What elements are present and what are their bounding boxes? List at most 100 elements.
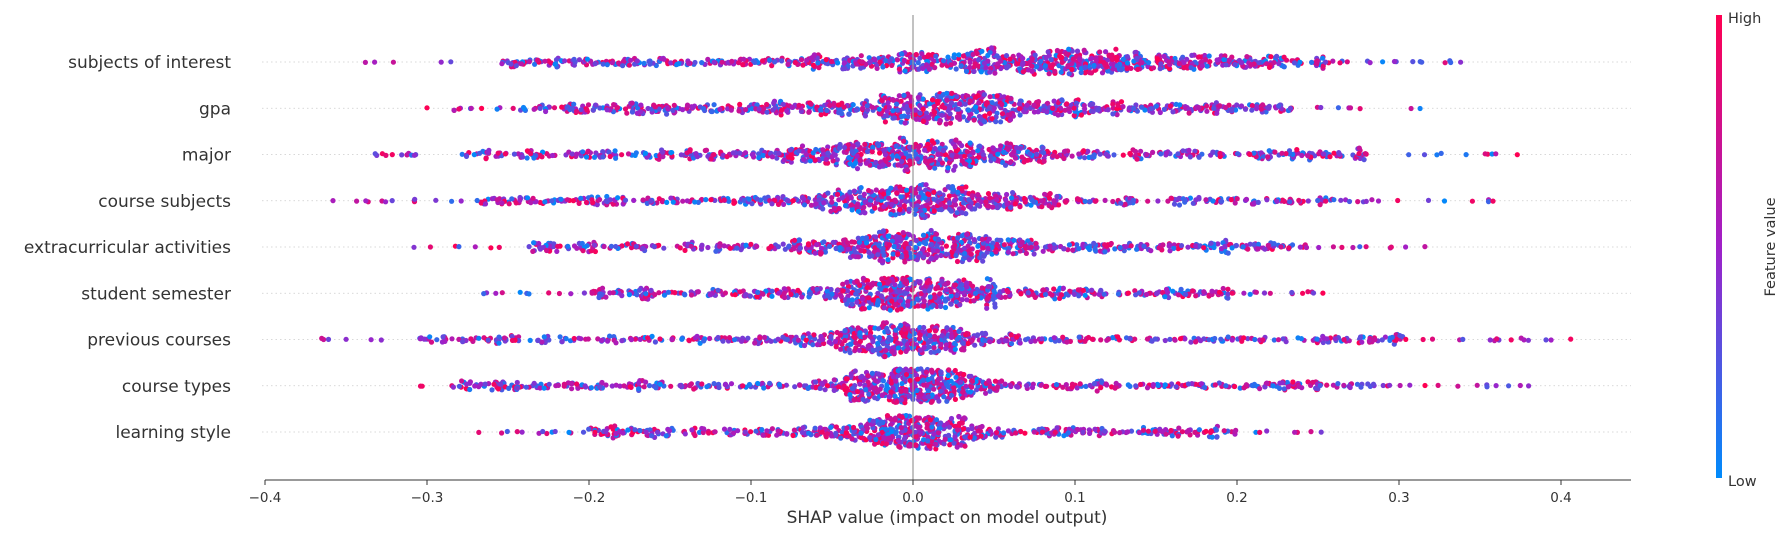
shap-point [513,63,519,69]
shap-point [867,59,874,65]
shap-point [990,240,996,246]
shap-point [1110,111,1116,117]
shap-point [807,158,814,164]
shap-point [608,243,615,249]
shap-point [846,111,852,117]
shap-point [634,110,640,116]
shap-point [1232,200,1238,206]
shap-point [499,61,505,67]
shap-point [933,254,939,261]
shap-point [1128,65,1134,71]
shap-point [1126,105,1133,111]
shap-point [1003,53,1010,59]
shap-point [760,58,766,64]
shap-point [1074,196,1081,202]
shap-point [942,304,949,311]
shap-point [889,298,895,304]
shap-point [832,152,838,158]
shap-point [953,252,959,259]
shap-point [948,301,954,307]
shap-point [810,150,816,156]
shap-point [1056,202,1062,208]
shap-point [1299,152,1305,159]
shap-point [1228,197,1234,203]
shap-point [835,102,842,108]
shap-point [808,55,815,61]
shap-point [882,95,888,101]
shap-point [934,248,941,254]
shap-point [1041,107,1047,114]
shap-point [866,249,872,255]
shap-point [1249,103,1255,109]
shap-point [788,291,794,297]
shap-point [926,101,932,107]
shap-point [746,196,752,202]
shap-point [1215,241,1221,247]
shap-point [933,53,939,59]
shap-point [1076,293,1082,299]
shap-point [1187,195,1193,201]
shap-point [761,106,767,112]
shap-point [854,166,861,172]
shap-point [985,203,992,209]
shap-point [905,245,911,251]
shap-point [585,148,591,154]
shap-point [1356,145,1362,151]
shap-point [1007,56,1013,62]
shap-point [1434,152,1440,158]
shap-point [1038,58,1044,64]
shap-point [1287,105,1294,111]
shap-point [583,154,590,160]
shap-point [749,152,756,158]
shap-point [1330,244,1336,250]
shap-point [1092,198,1098,204]
shap-point [814,286,820,292]
shap-point [901,92,907,98]
shap-point [1357,244,1363,250]
shap-point [938,303,944,309]
shap-point [980,152,987,158]
shap-point [916,194,922,200]
shap-point [892,212,899,218]
shap-point [717,243,723,249]
shap-point [990,145,996,151]
shap-point [890,255,896,261]
shap-point [1069,61,1075,67]
shap-point [1291,60,1298,66]
shap-point [913,52,919,58]
shap-point [1265,154,1271,160]
shap-point [1469,198,1475,204]
shap-point [1069,66,1075,72]
shap-point [878,111,884,117]
shap-point [960,53,967,59]
shap-point [796,102,802,108]
shap-point [958,195,964,202]
shap-point [785,61,791,67]
shap-point [1010,251,1016,257]
shap-point [1204,63,1210,69]
shap-point [952,202,959,208]
shap-point [1124,54,1130,60]
shap-point [597,197,603,203]
shap-point [980,245,986,251]
shap-point [354,198,360,204]
shap-point [976,57,982,63]
shap-point [818,251,824,257]
shap-point [737,150,743,156]
shap-point [1196,54,1202,60]
shap-point [938,201,944,207]
shap-point [1075,287,1081,293]
shap-point [1286,245,1292,251]
shap-point [1317,202,1323,208]
shap-point [835,60,841,66]
shap-point [1048,65,1055,71]
shap-point [849,207,855,213]
shap-point [1114,57,1120,63]
shap-point [1028,105,1034,111]
shap-point [964,51,971,57]
shap-point [818,107,824,113]
shap-point [808,101,814,107]
shap-point [1266,148,1272,154]
shap-point [1214,57,1220,63]
shap-point [1150,149,1156,155]
